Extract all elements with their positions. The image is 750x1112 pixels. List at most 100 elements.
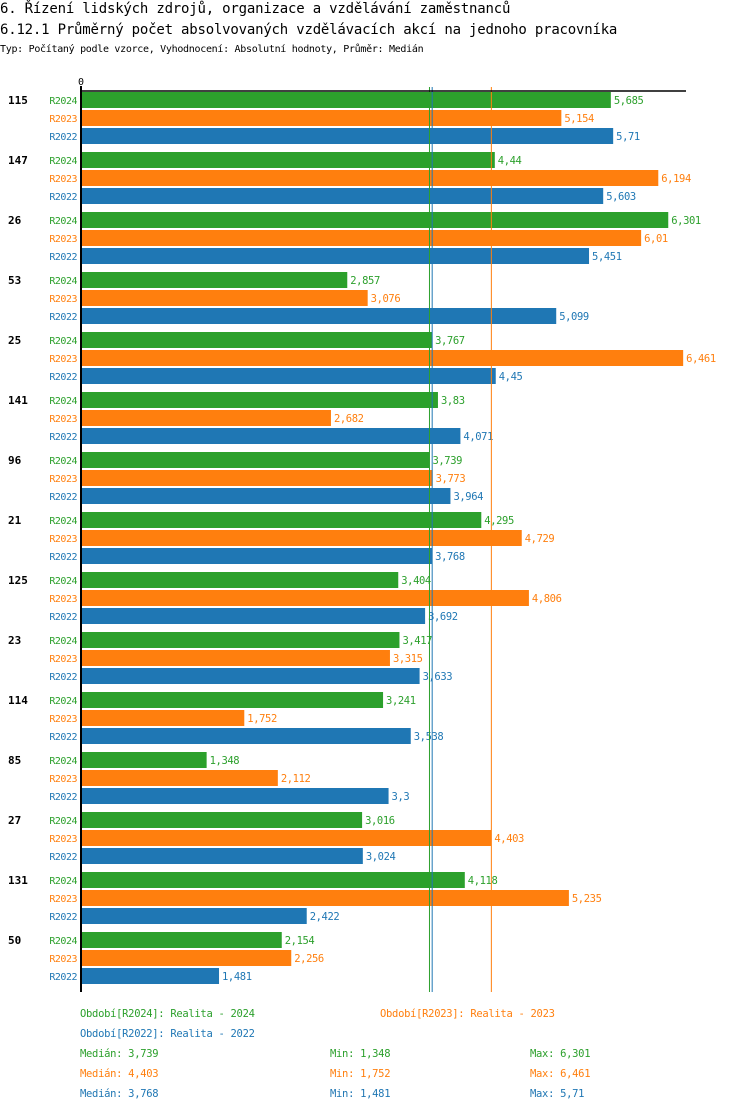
data-label: 2,857 <box>350 275 380 287</box>
series-label: R2023 <box>49 354 77 365</box>
series-label: R2024 <box>49 696 77 707</box>
data-label: 3,076 <box>371 293 401 305</box>
bar <box>81 470 433 486</box>
data-label: 4,45 <box>499 371 523 383</box>
data-label: 5,451 <box>592 251 622 263</box>
data-label: 3,016 <box>365 815 395 827</box>
category-label: 53 <box>8 274 21 287</box>
bar <box>81 92 611 108</box>
data-label: 6,301 <box>671 215 701 227</box>
legend-period-r2023: Období[R2023]: Realita - 2023 <box>380 1008 555 1020</box>
series-label: R2024 <box>49 276 77 287</box>
bar-chart: 115 R2024 5,685 R2023 5,154 R2022 5,71 147 R2024… <box>8 77 716 992</box>
series-label: R2024 <box>49 216 77 227</box>
bar <box>81 590 529 606</box>
category-label: 114 <box>8 694 28 707</box>
series-label: R2023 <box>49 534 77 545</box>
series-label: R2022 <box>49 132 77 143</box>
bar <box>81 152 495 168</box>
bar <box>81 110 562 126</box>
category-label: 125 <box>8 574 28 587</box>
category-label: 25 <box>8 334 21 347</box>
data-label: 4,729 <box>525 533 555 545</box>
series-label: R2024 <box>49 636 77 647</box>
series-label: R2023 <box>49 234 77 245</box>
series-label: R2022 <box>49 252 77 263</box>
legend-min-r2022: Min: 1,481 <box>330 1088 391 1100</box>
bar <box>81 908 307 924</box>
bar <box>81 452 430 468</box>
data-label: 2,154 <box>285 935 315 947</box>
data-label: 2,682 <box>334 413 364 425</box>
series-label: R2022 <box>49 192 77 203</box>
data-label: 1,481 <box>222 971 252 983</box>
series-label: R2023 <box>49 654 77 665</box>
legend-min-r2023: Min: 1,752 <box>330 1068 391 1080</box>
bar <box>81 128 614 144</box>
series-label: R2022 <box>49 732 77 743</box>
bar <box>81 950 292 966</box>
data-label: 3,024 <box>366 851 396 863</box>
category-label: 141 <box>8 394 28 407</box>
chart-info: Typ: Počítaný podle vzorce, Vyhodnocení:… <box>0 44 424 55</box>
data-label: 4,806 <box>532 593 562 605</box>
category-label: 21 <box>8 514 22 527</box>
series-label: R2024 <box>49 156 77 167</box>
series-label: R2022 <box>49 492 77 503</box>
category-label: 26 <box>8 214 22 227</box>
bar <box>81 212 669 228</box>
data-label: 3,773 <box>436 473 466 485</box>
data-label: 3,3 <box>392 791 410 803</box>
data-label: 1,752 <box>247 713 277 725</box>
bar <box>81 410 331 426</box>
category-label: 23 <box>8 634 21 647</box>
series-label: R2022 <box>49 312 77 323</box>
bar <box>81 812 363 828</box>
series-label: R2022 <box>49 972 77 983</box>
series-label: R2023 <box>49 294 77 305</box>
data-label: 3,315 <box>393 653 423 665</box>
data-label: 5,603 <box>606 191 636 203</box>
bar <box>81 728 411 744</box>
data-label: 5,71 <box>616 131 640 143</box>
series-label: R2024 <box>49 876 77 887</box>
series-label: R2024 <box>49 96 77 107</box>
data-label: 4,403 <box>494 833 524 845</box>
bar <box>81 770 278 786</box>
series-label: R2023 <box>49 414 77 425</box>
data-label: 3,404 <box>401 575 431 587</box>
legend-max-r2022: Max: 5,71 <box>530 1088 585 1100</box>
bar <box>81 710 245 726</box>
series-label: R2022 <box>49 852 77 863</box>
bar <box>81 368 496 384</box>
series-label: R2022 <box>49 372 77 383</box>
bar <box>81 872 465 888</box>
data-label: 5,235 <box>572 893 602 905</box>
bar <box>81 230 642 246</box>
series-label: R2022 <box>49 792 77 803</box>
data-label: 1,348 <box>210 755 240 767</box>
bar <box>81 548 433 564</box>
bar <box>81 350 684 366</box>
series-label: R2023 <box>49 174 77 185</box>
category-label: 27 <box>8 814 21 827</box>
series-label: R2022 <box>49 552 77 563</box>
bar <box>81 890 569 906</box>
legend-period-r2024: Období[R2024]: Realita - 2024 <box>80 1008 255 1020</box>
bar <box>81 428 461 444</box>
legend-median-r2023: Medián: 4,403 <box>80 1068 159 1080</box>
chart-title: 6.12.1 Průměrný počet absolvovaných vzdě… <box>0 22 618 38</box>
x-tick-label: 0 <box>78 77 84 88</box>
bar <box>81 848 363 864</box>
data-label: 4,295 <box>484 515 514 527</box>
bar <box>81 290 368 306</box>
series-label: R2023 <box>49 894 77 905</box>
series-label: R2023 <box>49 594 77 605</box>
data-label: 2,422 <box>310 911 340 923</box>
data-label: 3,768 <box>435 551 465 563</box>
series-label: R2022 <box>49 432 77 443</box>
series-label: R2022 <box>49 912 77 923</box>
bar <box>81 752 207 768</box>
data-label: 3,241 <box>386 695 416 707</box>
category-label: 131 <box>8 874 28 887</box>
